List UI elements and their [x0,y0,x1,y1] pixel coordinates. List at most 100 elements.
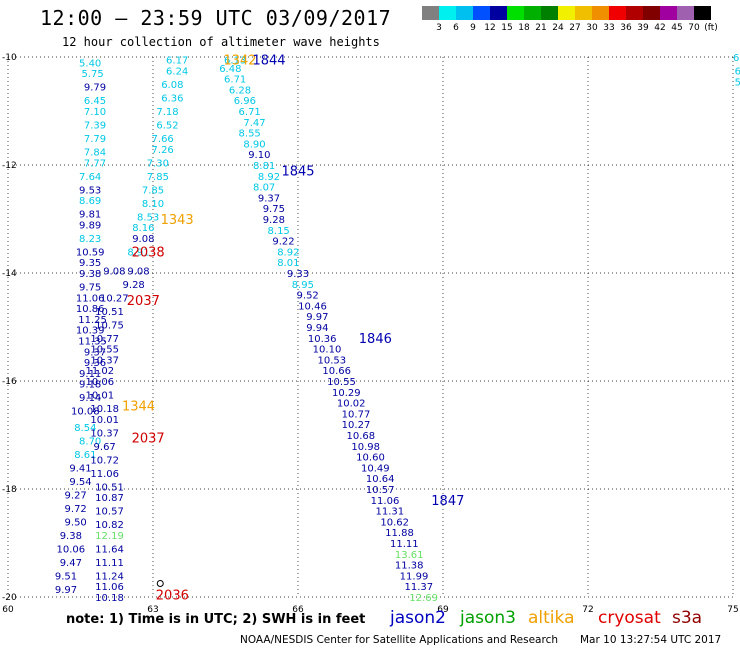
wave-height-value: 10.57 [366,485,395,496]
wave-height-value: 13.61 [395,550,424,561]
wave-height-value: 8.92 [258,172,280,183]
wave-height-value: 10.51 [95,482,124,493]
wave-height-value: 10.75 [95,320,124,331]
wave-height-value: 10.39 [76,326,105,337]
wave-height-value: 6.45 [84,96,106,107]
wave-height-value: 10.06 [57,544,86,555]
wave-height-value: 9.37 [84,347,106,358]
lon-tick-label: 63 [147,605,158,615]
wave-height-value: 9.75 [263,204,285,215]
wave-height-value: 10.10 [313,345,342,356]
wave-height-value: 8.01 [277,258,299,269]
pass-number-label: 1342 [223,54,256,69]
wave-height-value: 10.60 [356,453,385,464]
wave-height-value: 11.99 [400,571,429,582]
wave-height-value: 11.11 [390,539,419,550]
legend-altika: altika [528,608,575,628]
wave-height-value: 10.68 [347,431,376,442]
island-marker [156,580,164,587]
page-title: 12:00 — 23:59 UTC 03/09/2017 [40,6,392,30]
wave-height-value: 10.37 [90,428,119,439]
color-swatch [694,6,711,20]
wave-height-value: 8.70 [79,436,101,447]
wave-height-value: 8.10 [142,199,164,210]
pass-number-label: 1343 [161,213,194,228]
color-swatch [677,6,694,20]
color-swatch [456,6,473,20]
wave-height-value: 5 [735,77,740,88]
color-swatch [643,6,660,20]
color-scale-label: 21 [535,23,547,33]
wave-height-value: 9.18 [79,380,101,391]
wave-height-value: 7.30 [147,158,169,169]
wave-height-value: 10.36 [308,334,337,345]
wave-height-value: 8.07 [253,183,275,194]
color-scale-label: 18 [518,23,530,33]
wave-height-value: 10.51 [95,307,124,318]
color-scale-label: 6 [453,23,459,33]
color-scale-label: 36 [620,23,632,33]
wave-height-value: 9.79 [84,83,106,94]
color-swatch [490,6,507,20]
wave-height-value: 7.85 [147,172,169,183]
color-scale-label: 12 [484,23,496,33]
wave-height-value: 9.89 [79,220,101,231]
wave-height-value: 6 [735,67,740,78]
wave-height-value: 9.81 [79,210,101,221]
wave-height-value: 11.38 [395,561,424,572]
color-swatch [575,6,592,20]
color-swatch [422,6,439,20]
wave-height-value: 9.38 [60,531,82,542]
wave-height-value: 10.01 [90,415,119,426]
wave-height-value: 6.48 [219,64,241,75]
wave-height-value: 8.23 [79,234,101,245]
wave-height-value: 8.54 [74,423,96,434]
wave-height-value: 10.01 [86,391,115,402]
wave-height-value: 9.08 [127,266,149,277]
color-scale-label: 27 [569,23,581,33]
wave-height-value: 8.90 [243,139,265,150]
wave-height-value: 7.10 [84,107,106,118]
wave-height-value: 10.18 [95,593,124,604]
wave-height-value: 10.27 [342,420,371,431]
wave-height-value: 9.28 [263,215,285,226]
wave-height-value: 10.98 [351,442,380,453]
wave-height-value: 6.24 [166,67,188,78]
wave-height-value: 9.94 [306,323,328,334]
color-swatch [660,6,677,20]
wave-height-value: 6.71 [239,107,261,118]
legend-jason3: jason3 [460,608,516,628]
wave-height-value: 10.08 [71,407,100,418]
lon-tick-label: 72 [582,605,593,615]
wave-height-value: 9.28 [123,280,145,291]
wave-height-value: 10.06 [86,377,115,388]
wave-height-value: 10.55 [327,377,356,388]
color-scale-label: 15 [501,23,513,33]
wave-height-value: 7.85 [142,185,164,196]
wave-height-value: 11.64 [95,544,124,555]
color-swatch [541,6,558,20]
pass-number-label: 1844 [252,54,285,69]
pass-number-label: 2036 [156,588,189,603]
wave-height-value: 10.02 [337,399,366,410]
pass-number-label: 2037 [132,432,165,447]
wave-height-value: 5.40 [79,58,101,69]
lat-tick-label: -18 [2,485,17,495]
wave-height-value: 9.47 [60,558,82,569]
wave-height-value: 10.27 [100,293,129,304]
wave-height-value: 8.91 [127,247,149,258]
wave-height-value: 6.96 [234,96,256,107]
timestamp: Mar 10 13:27:54 UTC 2017 [580,634,722,646]
wave-height-value: 10.55 [90,345,119,356]
wave-height-value: 9.36 [84,358,106,369]
wave-height-value: 8.16 [132,223,154,234]
wave-height-value: 9.53 [79,185,101,196]
wave-height-value: 8.55 [239,129,261,140]
wave-height-value: 9.35 [79,258,101,269]
wave-height-value: 11.31 [376,507,405,518]
wave-height-value: 5.75 [81,69,103,80]
wave-height-value: 10.72 [90,455,119,466]
credit-text: NOAA/NESDIS Center for Satellite Applica… [240,634,558,646]
color-scale-label: 42 [654,23,666,33]
